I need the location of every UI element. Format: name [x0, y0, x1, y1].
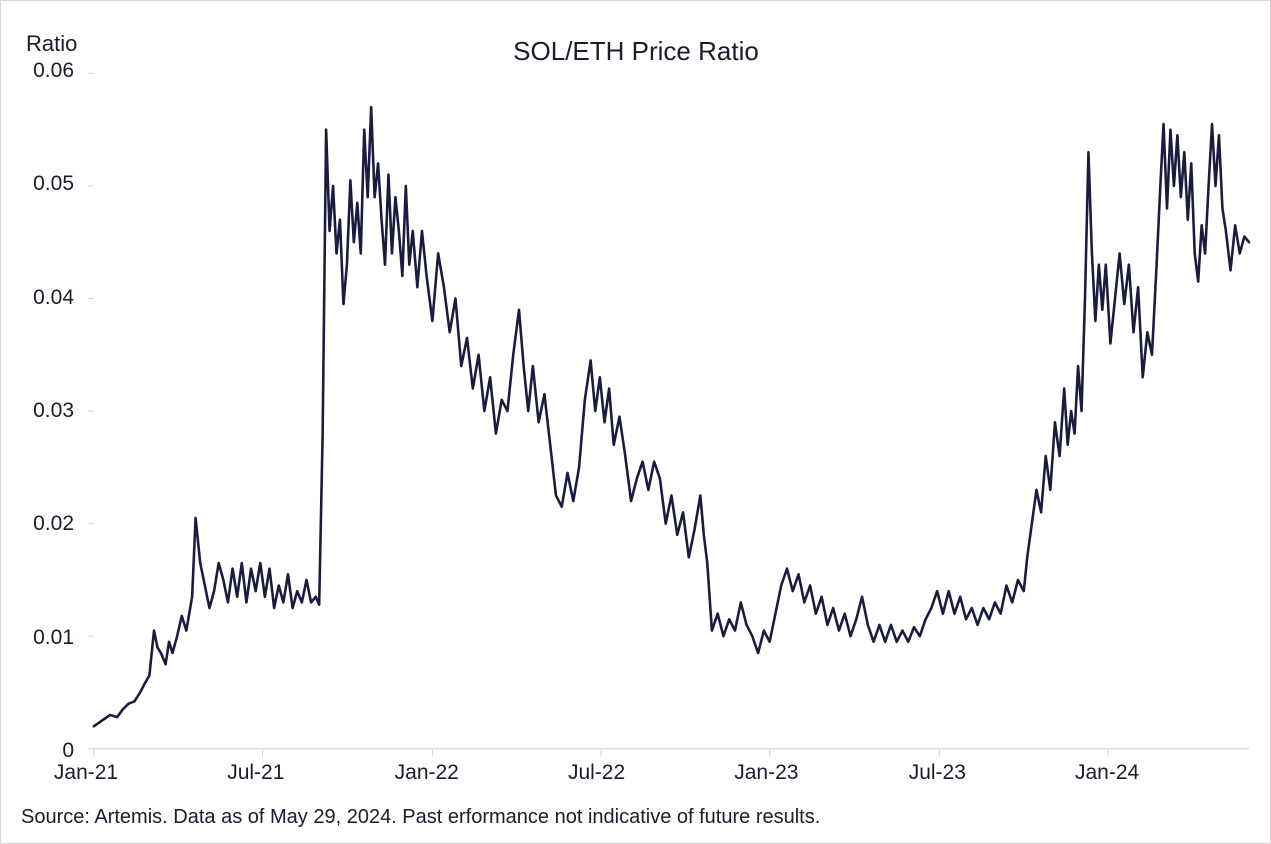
y-tick-label: 0.02 [14, 512, 74, 536]
y-axis-title: Ratio [26, 31, 77, 57]
chart-container: Ratio SOL/ETH Price Ratio Source: Artemi… [0, 0, 1271, 844]
price-ratio-line [94, 107, 1249, 726]
y-tick-label: 0.04 [14, 286, 74, 310]
y-tick-label: 0 [14, 739, 74, 763]
y-tick-label: 0.05 [14, 172, 74, 196]
y-tick-label: 0.01 [14, 626, 74, 650]
x-tick-label: Jan-21 [36, 761, 136, 785]
y-tick-label: 0.06 [14, 59, 74, 83]
x-tick-label: Jan-24 [1057, 761, 1157, 785]
x-tick-label: Jul-21 [206, 761, 306, 785]
x-tick-label: Jan-22 [377, 761, 477, 785]
x-tick-label: Jan-23 [716, 761, 816, 785]
chart-plot-area [86, 71, 1249, 763]
x-tick-label: Jul-22 [547, 761, 647, 785]
x-tick-label: Jul-23 [887, 761, 987, 785]
chart-title: SOL/ETH Price Ratio [436, 36, 836, 67]
y-tick-label: 0.03 [14, 399, 74, 423]
chart-footnote: Source: Artemis. Data as of May 29, 2024… [21, 806, 820, 829]
